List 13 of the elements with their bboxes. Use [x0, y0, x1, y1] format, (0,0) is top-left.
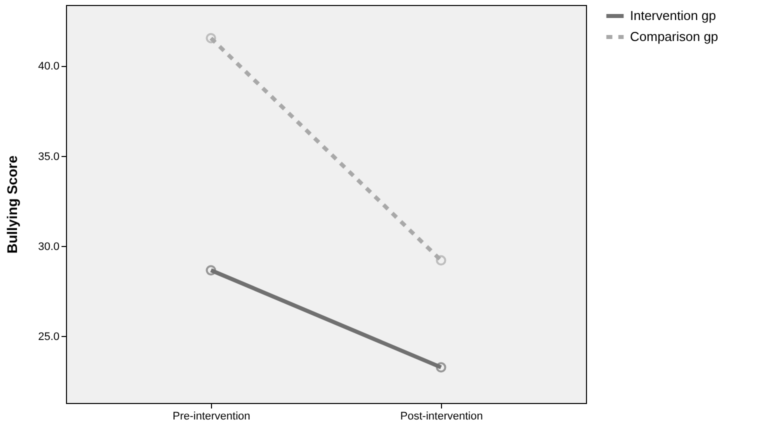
legend-label: Comparison gp: [630, 29, 718, 44]
y-axis-title: Bullying Score: [4, 155, 20, 254]
point: [206, 32, 216, 44]
y-tick-label: 40.0: [38, 60, 60, 73]
y-tick-label: 25.0: [38, 330, 60, 343]
y-tick-label: 30.0: [38, 240, 60, 253]
legend-label: Intervention gp: [630, 8, 716, 23]
x-tick-label: Pre-intervention: [172, 410, 250, 422]
point: [206, 265, 216, 276]
point: [436, 255, 446, 266]
point: [436, 362, 446, 373]
y-tick-label: 35.0: [38, 150, 60, 163]
x-tick-label: Post-intervention: [400, 410, 483, 422]
